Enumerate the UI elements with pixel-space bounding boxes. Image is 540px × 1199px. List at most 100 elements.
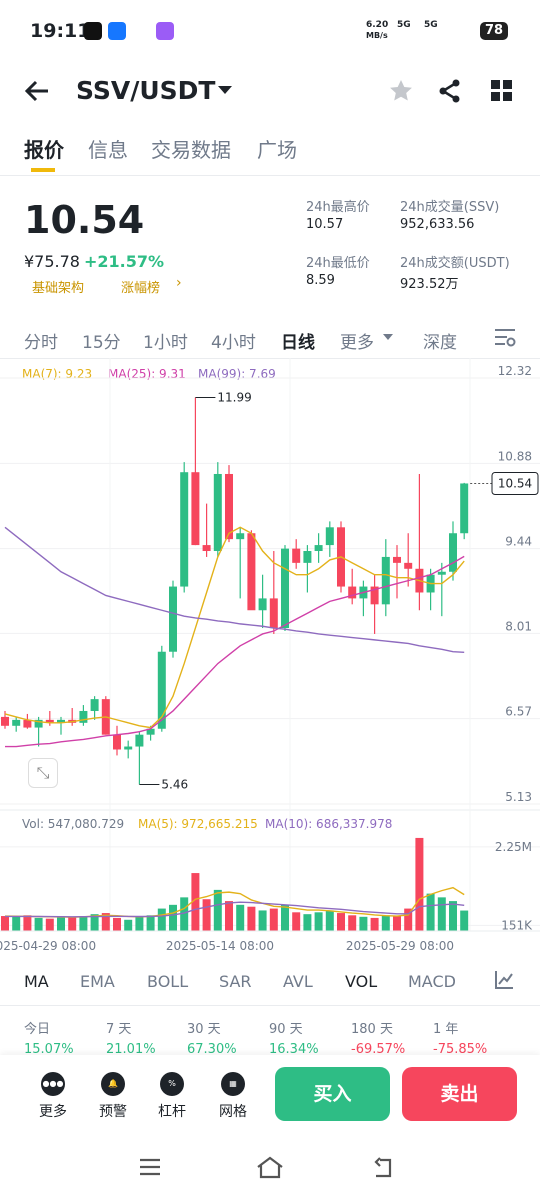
indicator[interactable]: SAR — [219, 972, 252, 991]
chart-settings[interactable] — [494, 328, 516, 348]
volume-bar — [359, 916, 368, 931]
ma-legend: MA(7): 9.23 — [22, 367, 92, 381]
volume-bar — [225, 901, 233, 931]
volume-bar — [23, 915, 32, 931]
volume-bar — [191, 873, 200, 931]
buy-button[interactable]: 买入 — [275, 1067, 390, 1121]
timeframe[interactable]: 4小时 — [211, 333, 256, 353]
tab[interactable]: 信息 — [88, 138, 128, 162]
volume-bar — [404, 908, 413, 931]
ma-line — [4, 526, 465, 729]
network: 5G — [397, 20, 411, 30]
volume-bar — [426, 893, 435, 931]
period-change: 67.30% — [187, 1042, 237, 1055]
x-tick-label: 2025-04-29 08:00 — [0, 939, 96, 953]
timeframe[interactable]: 分时 — [24, 333, 58, 353]
action-icon[interactable]: 🔔 — [101, 1072, 125, 1096]
candle-body — [135, 734, 144, 747]
candle-body — [34, 719, 43, 728]
tab[interactable]: 广场 — [257, 138, 297, 162]
y-tick-label: 10.88 — [498, 449, 532, 463]
indicator-settings[interactable] — [494, 970, 514, 990]
candle-body — [90, 699, 99, 711]
action-label[interactable]: 预警 — [99, 1104, 127, 1120]
ma-line — [5, 555, 465, 748]
app-icon — [156, 22, 174, 40]
volume-bar — [34, 917, 43, 931]
performance: 今日 15.07% 7 天 21.01% 30 天 67.30% 90 天 16.34% 180… — [0, 1010, 540, 1055]
candle-body — [213, 473, 222, 552]
period-change: -69.57% — [351, 1042, 406, 1055]
change: +21.57% — [84, 252, 165, 271]
action-icon[interactable]: % — [160, 1072, 184, 1096]
pair-title[interactable]: SSV/USDT — [76, 76, 216, 105]
y-tick-label: 8.01 — [505, 619, 532, 633]
ma-legend: MA(99): 7.69 — [198, 367, 276, 381]
dropdown[interactable] — [217, 85, 233, 95]
app-icon — [108, 22, 126, 40]
layout[interactable] — [490, 79, 514, 103]
timeframe[interactable]: 日线 — [281, 333, 315, 353]
dropdown — [383, 334, 393, 340]
candle-body — [247, 533, 256, 611]
y-tick-label: 9.44 — [505, 535, 532, 549]
kline-chart: MA(7): 9.23 MA(25): 9.31 MA(99): 7.69 12.32… — [0, 358, 540, 953]
indicator[interactable]: VOL — [345, 972, 378, 991]
volume-bar — [247, 906, 256, 931]
indicator[interactable]: BOLL — [147, 972, 189, 991]
volume-bar — [269, 908, 278, 931]
tag[interactable]: 基础架构 — [32, 281, 85, 296]
candle-body — [281, 548, 289, 629]
tab[interactable]: 交易数据 — [151, 138, 231, 162]
volume-bar — [12, 916, 21, 931]
period: 7 天 — [106, 1022, 132, 1037]
candle-body — [12, 719, 21, 726]
action-icon[interactable]: ▦ — [221, 1072, 245, 1096]
candle-body — [1, 716, 9, 726]
volume-bar — [57, 917, 65, 931]
volume-bar — [292, 912, 301, 931]
action-label[interactable]: 网格 — [219, 1104, 247, 1120]
action-label[interactable]: 杠杆 — [158, 1104, 186, 1120]
network: 5G — [424, 20, 438, 30]
expand-button[interactable]: ⤡ — [28, 758, 58, 788]
last-price-box — [491, 471, 539, 495]
volume-bar — [337, 913, 345, 931]
timeframe[interactable]: 15分 — [82, 333, 121, 353]
candle-body — [202, 545, 211, 552]
indicator[interactable]: MACD — [408, 972, 456, 991]
x-tick-label: 2025-05-14 08:00 — [166, 939, 274, 953]
net-speed-unit: MB/s — [366, 31, 388, 40]
net-speed: 6.20 — [366, 20, 389, 30]
candle-body — [157, 651, 166, 729]
indicator[interactable]: EMA — [80, 972, 115, 991]
favorite[interactable] — [388, 78, 414, 104]
candle-body — [381, 556, 390, 605]
stat-label: 24h最高价 — [306, 200, 370, 215]
volume-bar — [460, 910, 469, 931]
volume-bar — [45, 918, 54, 931]
tab[interactable]: 报价 — [24, 138, 64, 162]
ma-line — [4, 526, 465, 654]
volume-bar — [79, 916, 88, 931]
action-icon[interactable]: ●●● — [41, 1072, 65, 1096]
tag[interactable]: 涨幅榜 — [121, 281, 161, 296]
sell-button[interactable]: 卖出 — [402, 1067, 517, 1121]
volume-bar — [303, 914, 312, 931]
timeframe[interactable]: 更多 — [340, 333, 374, 353]
action-label[interactable]: 更多 — [39, 1104, 67, 1120]
candle-body — [303, 551, 312, 563]
indicator[interactable]: MA — [24, 972, 49, 991]
indicator[interactable]: AVL — [283, 972, 313, 991]
timeframe[interactable]: 深度 — [423, 333, 457, 353]
volume-bar — [325, 910, 334, 931]
vol-tick-label: 2.25M — [495, 840, 532, 854]
timeframe[interactable]: 1小时 — [143, 333, 188, 353]
candle-body — [225, 473, 233, 540]
candle-body — [113, 734, 121, 750]
back-button[interactable] — [24, 78, 50, 104]
share[interactable] — [437, 78, 463, 104]
candle-body — [314, 545, 323, 552]
y-tick-label: 5.13 — [505, 790, 532, 804]
